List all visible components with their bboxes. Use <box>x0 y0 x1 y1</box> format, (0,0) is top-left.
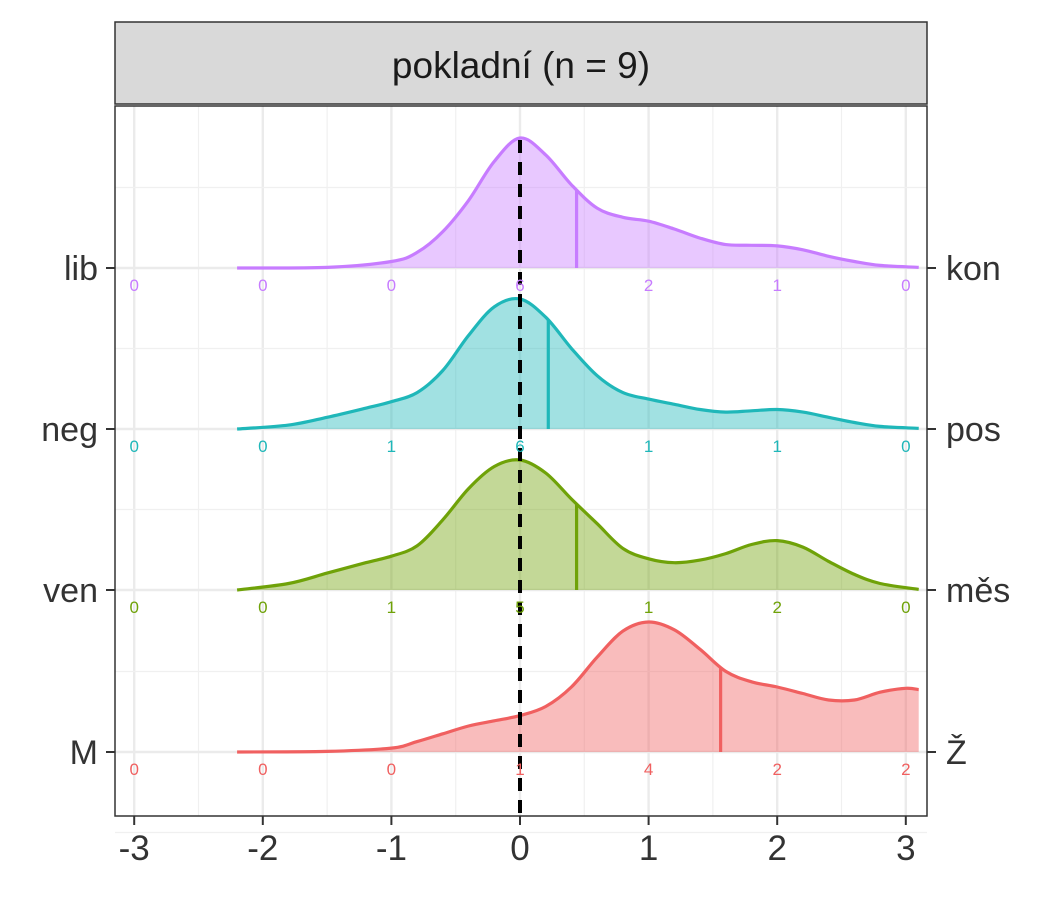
count-label-ven-0: 0 <box>129 598 138 617</box>
x-tick-label--2: -2 <box>247 829 278 868</box>
density-line-ven <box>236 458 919 592</box>
y-right-label-kon: kon <box>946 250 1001 288</box>
facet-strip-title: pokladní (n = 9) <box>392 45 650 86</box>
ridge-ven <box>236 458 919 592</box>
count-label-lib-1: 0 <box>258 276 267 295</box>
count-label-neg-2: 1 <box>387 437 396 456</box>
count-label-neg-6: 0 <box>901 437 910 456</box>
count-label-M-0: 0 <box>129 760 138 779</box>
y-left-label-ven: ven <box>43 572 98 610</box>
count-label-M-1: 0 <box>258 760 267 779</box>
count-label-neg-1: 0 <box>258 437 267 456</box>
y-left-label-neg: neg <box>41 411 98 449</box>
count-label-ven-4: 1 <box>644 598 653 617</box>
y-left-label-M: M <box>70 734 98 772</box>
count-labels: 0 0 0 6 2 1 00 0 1 6 1 1 00 0 1 5 1 2 00 0 0 1 4 2 2 <box>129 276 910 779</box>
ridge-neg <box>236 296 919 431</box>
count-label-M-5: 2 <box>772 760 781 779</box>
x-tick-label--3: -3 <box>119 829 150 868</box>
x-tick-label--1: -1 <box>376 829 407 868</box>
ridge-M <box>237 620 919 754</box>
count-label-neg-3: 6 <box>515 437 524 456</box>
x-tick-label-2: 2 <box>767 829 786 868</box>
count-label-ven-2: 1 <box>387 598 396 617</box>
density-line-M <box>237 620 919 754</box>
count-label-M-4: 4 <box>644 760 653 779</box>
facet-strip: pokladní (n = 9) <box>114 21 928 105</box>
density-line-neg <box>236 296 919 431</box>
count-label-neg-4: 1 <box>644 437 653 456</box>
y-right-label-měs: měs <box>946 572 1010 610</box>
count-label-neg-5: 1 <box>772 437 781 456</box>
count-label-M-3: 1 <box>515 760 524 779</box>
count-label-M-6: 2 <box>901 760 910 779</box>
y-right-label-pos: pos <box>946 411 1001 449</box>
count-label-lib-6: 0 <box>901 276 910 295</box>
density-line-lib <box>237 136 919 270</box>
count-label-lib-0: 0 <box>129 276 138 295</box>
ridges <box>236 136 919 754</box>
count-label-M-2: 0 <box>387 760 396 779</box>
count-label-ven-1: 0 <box>258 598 267 617</box>
y-left-label-lib: lib <box>64 250 98 288</box>
facet-strip-background <box>114 21 928 105</box>
x-tick-label-3: 3 <box>896 829 915 868</box>
density-area-M <box>237 621 919 752</box>
density-area-neg <box>237 298 919 429</box>
ridge-lib <box>237 136 919 270</box>
count-label-ven-3: 5 <box>515 598 524 617</box>
x-tick-label-1: 1 <box>639 829 658 868</box>
count-label-lib-2: 0 <box>387 276 396 295</box>
count-label-ven-5: 2 <box>772 598 781 617</box>
y-right-label-Ž: Ž <box>946 734 967 772</box>
x-tick-label-0: 0 <box>510 829 529 868</box>
count-label-ven-6: 0 <box>901 598 910 617</box>
count-label-lib-5: 1 <box>772 276 781 295</box>
axes: -3 -2 -1 0 1 2 3 lib kon neg pos ven měs M Ž <box>41 250 1010 868</box>
count-label-lib-3: 6 <box>515 276 524 295</box>
count-label-lib-4: 2 <box>644 276 653 295</box>
count-label-neg-0: 0 <box>129 437 138 456</box>
